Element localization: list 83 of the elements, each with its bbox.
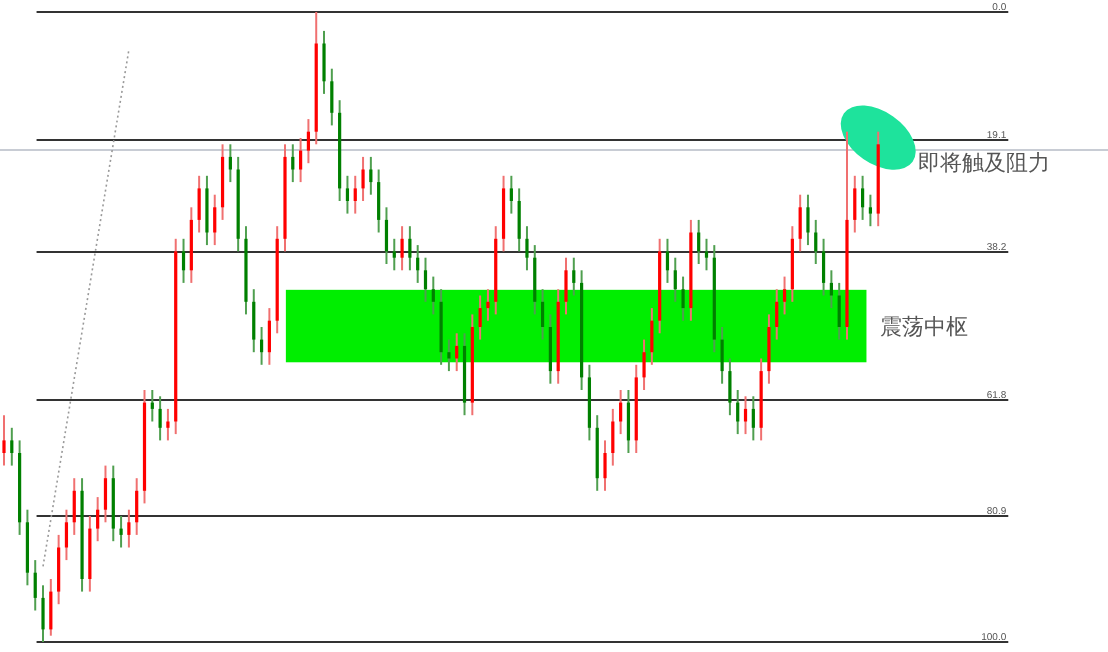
candlestick bbox=[525, 225, 529, 272]
band-label: 震荡中枢 bbox=[879, 314, 968, 341]
candlestick bbox=[103, 464, 108, 524]
candlestick bbox=[626, 389, 631, 454]
candlestick bbox=[478, 294, 482, 341]
candlestick bbox=[853, 174, 857, 234]
candlestick bbox=[127, 508, 131, 549]
candlestick bbox=[166, 407, 170, 442]
candlestick bbox=[697, 218, 701, 265]
candlestick bbox=[41, 584, 45, 643]
candlestick bbox=[486, 288, 490, 322]
candlestick bbox=[533, 244, 537, 316]
candlestick bbox=[743, 395, 748, 436]
candlestick bbox=[665, 237, 670, 284]
candlestick bbox=[603, 439, 607, 492]
candlestick bbox=[72, 477, 76, 536]
candlestick bbox=[96, 496, 100, 543]
candlestick bbox=[57, 533, 61, 606]
candlestick bbox=[408, 225, 412, 272]
candlestick bbox=[423, 256, 428, 303]
candlestick bbox=[416, 244, 420, 284]
candlestick bbox=[49, 578, 53, 637]
candlestick bbox=[837, 281, 841, 341]
candlestick bbox=[767, 313, 771, 385]
candlestick bbox=[751, 395, 755, 442]
candlestick bbox=[392, 237, 396, 272]
candlestick bbox=[829, 269, 833, 310]
candlestick bbox=[377, 168, 381, 234]
candlestick bbox=[33, 559, 37, 612]
candlestick bbox=[431, 275, 435, 316]
candlestick bbox=[821, 237, 826, 297]
candlestick bbox=[861, 174, 865, 221]
candlestick bbox=[259, 326, 264, 366]
candlestick bbox=[736, 389, 740, 436]
candlestick bbox=[704, 237, 709, 272]
candlestick bbox=[572, 256, 576, 297]
candlestick bbox=[345, 174, 350, 215]
candlestick bbox=[252, 288, 256, 354]
candlestick bbox=[447, 338, 451, 373]
candlestick bbox=[267, 307, 271, 366]
candlestick bbox=[228, 143, 232, 184]
candlestick bbox=[806, 193, 810, 247]
candlestick bbox=[322, 29, 326, 95]
candlestick bbox=[205, 174, 209, 247]
candlestick bbox=[642, 338, 646, 391]
candlestick bbox=[150, 389, 154, 423]
candlestick bbox=[548, 313, 552, 385]
candlestick bbox=[291, 143, 295, 184]
candlestick bbox=[673, 256, 677, 303]
candlestick bbox=[299, 137, 303, 184]
candlestick bbox=[400, 225, 404, 272]
candlestick bbox=[197, 174, 201, 234]
candlestick bbox=[384, 206, 389, 265]
candlestick bbox=[119, 515, 123, 549]
candlestick bbox=[611, 407, 615, 467]
candlestick bbox=[181, 237, 186, 284]
candlestick bbox=[728, 357, 732, 417]
candlestick bbox=[798, 193, 802, 253]
candlestick bbox=[564, 256, 568, 316]
candlestick bbox=[135, 477, 139, 536]
candlestick bbox=[650, 307, 654, 366]
candlestick bbox=[681, 275, 685, 322]
candlestick bbox=[361, 155, 365, 202]
candlestick bbox=[455, 332, 459, 373]
candlestick bbox=[369, 155, 373, 196]
candlestick bbox=[330, 67, 334, 127]
candlestick bbox=[509, 174, 513, 215]
candlestick bbox=[619, 389, 623, 436]
candlestick bbox=[720, 326, 724, 385]
candlestick bbox=[10, 426, 14, 467]
candlestick bbox=[306, 118, 311, 165]
candlestick bbox=[2, 414, 6, 467]
text: 即将触及阻力 bbox=[918, 149, 1051, 176]
candlestick bbox=[213, 193, 217, 247]
candlestick bbox=[517, 187, 521, 253]
candlestick bbox=[814, 218, 818, 265]
candlestick bbox=[775, 288, 779, 341]
candlestick bbox=[158, 395, 162, 442]
candlestick bbox=[540, 288, 545, 341]
candlestick bbox=[353, 174, 357, 215]
candlestick bbox=[64, 508, 69, 562]
candlestick bbox=[782, 275, 787, 316]
candlestick bbox=[868, 193, 873, 228]
